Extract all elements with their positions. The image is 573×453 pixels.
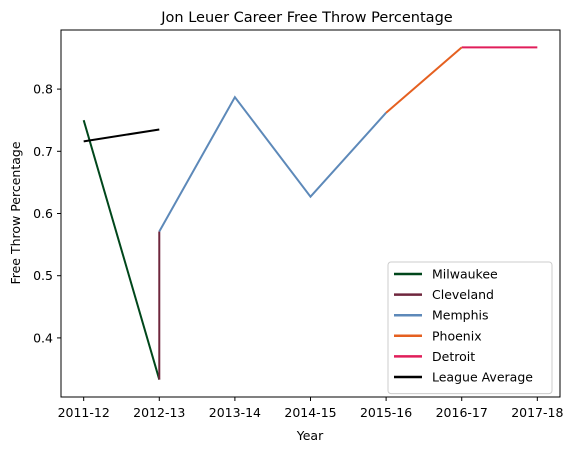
x-tick-label: 2014-15	[284, 405, 336, 420]
x-tick-label: 2016-17	[436, 405, 488, 420]
x-tick-label: 2011-12	[58, 405, 110, 420]
legend: Milwaukee Cleveland Memphis Phoenix Detroit L…	[387, 261, 553, 395]
y-axis-label: Free Throw Percentage	[8, 141, 23, 284]
x-axis-label: Year	[296, 428, 324, 443]
y-tick-label: 0.8	[33, 82, 53, 97]
series-line-league-average	[83, 128, 160, 143]
series-layer	[82, 46, 538, 380]
y-tick-label: 0.5	[33, 268, 53, 283]
y-tick-label: 0.6	[33, 206, 53, 221]
y-axis: 0.4 0.5 0.6 0.7 0.8	[33, 82, 61, 345]
legend-label-memphis: Memphis	[432, 308, 489, 323]
x-tick-label: 2013-14	[209, 405, 261, 420]
y-tick-label: 0.7	[33, 144, 53, 159]
series-line-milwaukee	[82, 119, 161, 380]
y-tick-label: 0.4	[33, 330, 53, 345]
chart-title: Jon Leuer Career Free Throw Percentage	[160, 10, 452, 26]
legend-label-league-average: League Average	[432, 370, 533, 385]
legend-label-milwaukee: Milwaukee	[432, 267, 498, 282]
x-axis: 2011-12 2012-13 2013-14 2014-15 2015-16 2016-…	[58, 397, 563, 420]
series-line-memphis	[158, 95, 387, 233]
x-tick-label: 2012-13	[133, 405, 185, 420]
legend-box	[387, 261, 553, 395]
x-tick-label: 2015-16	[360, 405, 412, 420]
legend-label-phoenix: Phoenix	[432, 328, 482, 343]
series-line-phoenix	[385, 46, 463, 114]
x-tick-label: 2017-18	[511, 405, 563, 420]
legend-label-cleveland: Cleveland	[432, 287, 494, 302]
legend-label-detroit: Detroit	[432, 349, 475, 364]
